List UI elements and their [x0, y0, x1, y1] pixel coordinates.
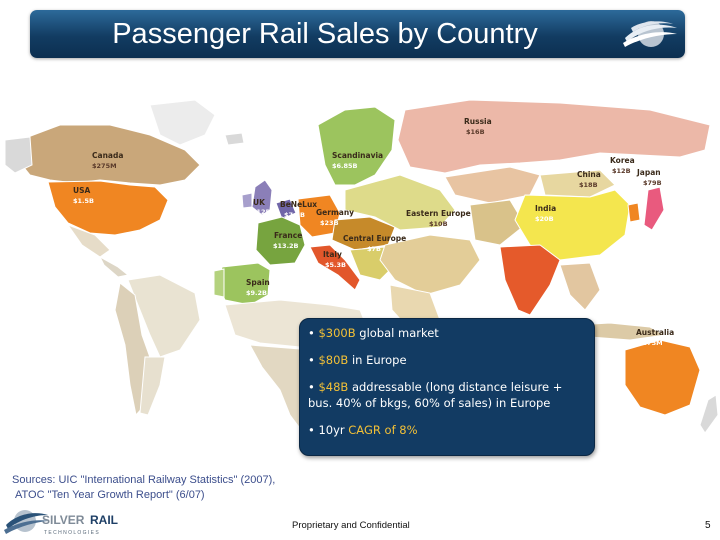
silverrail-swoosh-icon	[623, 21, 677, 47]
value-russia: $16B	[466, 128, 485, 136]
label-italy: Italy	[323, 250, 342, 259]
label-central-europe: Central Europe	[343, 234, 406, 243]
logo-word-tech: T E C H N O L O G I E S	[44, 530, 99, 536]
region-portugal	[213, 268, 225, 298]
map-europe	[213, 106, 456, 306]
region-usa	[47, 180, 169, 236]
value-uk: $12B	[252, 208, 271, 216]
map-south-america	[114, 274, 201, 417]
label-eastern-europe: Eastern Europe	[406, 209, 471, 218]
label-germany: Germany	[316, 208, 354, 217]
value-canada: $275M	[92, 162, 117, 170]
label-scandinavia: Scandinavia	[332, 151, 383, 160]
world-map: Canada $275M USA $1.5B UK $12B BeNeLux $…	[4, 99, 719, 436]
value-benelux: $7.1B	[284, 211, 305, 219]
region-southeast-asia	[559, 262, 601, 311]
label-india: India	[535, 204, 556, 213]
region-benelux	[275, 198, 297, 220]
region-greenland	[149, 99, 216, 146]
bullet-global-market: • $300B global market	[308, 326, 439, 340]
region-canada	[17, 124, 201, 186]
region-eastern-europe	[344, 174, 456, 231]
label-russia: Russia	[464, 117, 492, 126]
label-canada: Canada	[92, 151, 123, 160]
value-usa: $1.5B	[73, 197, 94, 205]
region-france	[255, 216, 306, 266]
value-spain: $9.2B	[246, 289, 267, 297]
silverrail-logo-mark-icon	[4, 510, 48, 534]
region-india	[499, 244, 561, 316]
key-facts-box: • $300B global market • $80B in Europe •…	[299, 318, 595, 456]
label-japan: Japan	[636, 168, 661, 177]
sources-line-2: ATOC "Ten Year Growth Report" (6/07)	[15, 489, 205, 501]
region-iceland	[224, 132, 245, 146]
label-korea: Korea	[610, 156, 635, 165]
region-china	[514, 189, 631, 261]
map-asia	[379, 99, 711, 341]
region-russia	[397, 99, 711, 174]
map-north-america	[4, 99, 216, 278]
label-australia: Australia	[636, 328, 674, 337]
label-spain: Spain	[246, 278, 270, 287]
label-benelux: BeNeLux	[280, 200, 317, 209]
sources-note: Sources: UIC "International Railway Stat…	[12, 473, 322, 503]
value-japan: $79B	[643, 179, 662, 187]
region-scandinavia	[317, 106, 396, 186]
label-uk: UK	[253, 198, 266, 207]
page-number: 5	[705, 520, 711, 531]
bullet-addressable-market: • $48B addressable (long distance leisur…	[308, 380, 563, 410]
label-usa: USA	[73, 186, 90, 195]
label-france: France	[274, 231, 302, 240]
value-korea: $12B	[612, 167, 631, 175]
value-india: $20B	[535, 215, 554, 223]
value-france: $13.2B	[273, 242, 299, 250]
bullet-europe-market: • $80B in Europe	[308, 353, 407, 367]
logo-word-silver: SILVER	[42, 513, 85, 527]
bullet-growth-rate: • 10yr CAGR of 8%	[308, 423, 418, 437]
value-china: $18B	[579, 181, 598, 189]
region-italy	[309, 244, 361, 291]
value-australia: $675M	[638, 339, 663, 347]
region-alaska	[4, 136, 33, 174]
region-argentina	[139, 356, 166, 416]
region-mongolia	[539, 169, 616, 198]
region-ireland	[241, 192, 253, 209]
region-central-asia	[469, 199, 526, 246]
region-middle-east	[379, 234, 481, 296]
value-scandinavia: $6.85B	[332, 162, 358, 170]
map-oceania	[624, 339, 719, 434]
value-germany: $23B	[320, 219, 339, 227]
footer-confidential: Proprietary and Confidential	[292, 520, 410, 531]
region-korea	[627, 202, 641, 223]
title-bar: Passenger Rail Sales by Country	[30, 10, 685, 58]
value-central-europe: $7B	[367, 245, 381, 253]
region-central-america	[98, 255, 130, 278]
region-australia	[624, 339, 701, 416]
logo-word-rail: RAIL	[90, 513, 118, 527]
value-eastern-europe: $10B	[429, 220, 448, 228]
region-japan	[643, 186, 665, 231]
sources-line-1: Sources: UIC "International Railway Stat…	[12, 474, 276, 486]
value-italy: $5.3B	[325, 261, 346, 269]
label-china: China	[577, 170, 601, 179]
slide-title: Passenger Rail Sales by Country	[112, 18, 538, 50]
region-mexico	[66, 223, 111, 258]
region-brazil	[127, 274, 201, 358]
silverrail-logo: SILVER RAIL T E C H N O L O G I E S	[4, 510, 118, 536]
region-new-zealand	[699, 394, 719, 434]
